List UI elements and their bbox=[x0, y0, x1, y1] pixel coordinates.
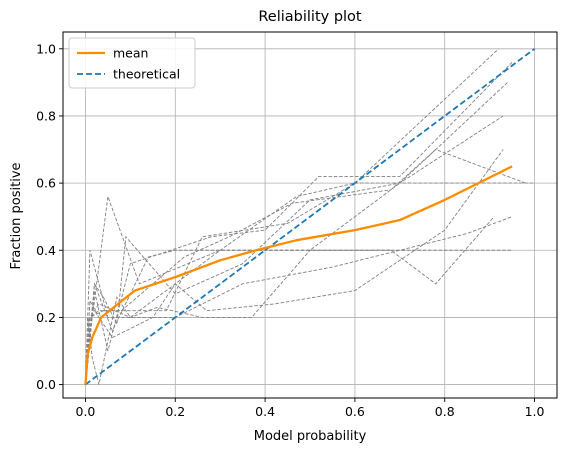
x-axis-label: Model probability bbox=[254, 429, 367, 444]
x-tick-label: 0.6 bbox=[345, 404, 365, 419]
plot-frame bbox=[62, 31, 558, 399]
x-tick-label: 0.8 bbox=[435, 404, 455, 419]
legend-label-theoretical: theoretical bbox=[113, 67, 180, 82]
y-tick-label: 0.2 bbox=[36, 310, 56, 325]
fold-reliability-line bbox=[85, 249, 513, 385]
fold-reliability-line bbox=[85, 61, 513, 385]
x-tick-label: 0.4 bbox=[255, 404, 275, 419]
fold-reliability-line bbox=[85, 216, 495, 385]
fold-reliability-line bbox=[85, 216, 513, 385]
y-tick-label: 0.4 bbox=[36, 243, 56, 258]
y-axis-label: Fraction positive bbox=[9, 162, 24, 269]
legend-label-mean: mean bbox=[113, 46, 148, 61]
y-tick-label: 0.6 bbox=[36, 176, 56, 191]
x-tick-label: 0.2 bbox=[165, 404, 185, 419]
y-tick-label: 0.8 bbox=[36, 108, 56, 123]
fold-reliability-line bbox=[85, 149, 526, 385]
y-tick-label: 0.0 bbox=[36, 377, 56, 392]
x-tick-label: 0.0 bbox=[76, 404, 96, 419]
mean-line bbox=[84, 165, 513, 385]
x-tick-label: 1.0 bbox=[525, 404, 545, 419]
chart-title: Reliability plot bbox=[258, 9, 362, 25]
legend: mean theoretical bbox=[68, 37, 196, 89]
theoretical-line bbox=[84, 48, 536, 386]
legend-box bbox=[68, 37, 196, 89]
fold-reliability-line bbox=[85, 182, 535, 385]
y-tick-label: 1.0 bbox=[36, 41, 56, 56]
axis-ticks: 0.0 0.2 0.4 0.6 0.8 1.0 0.0 0.2 0.4 0.6 0.8 1.0 bbox=[36, 41, 544, 419]
series-lines bbox=[84, 48, 536, 386]
